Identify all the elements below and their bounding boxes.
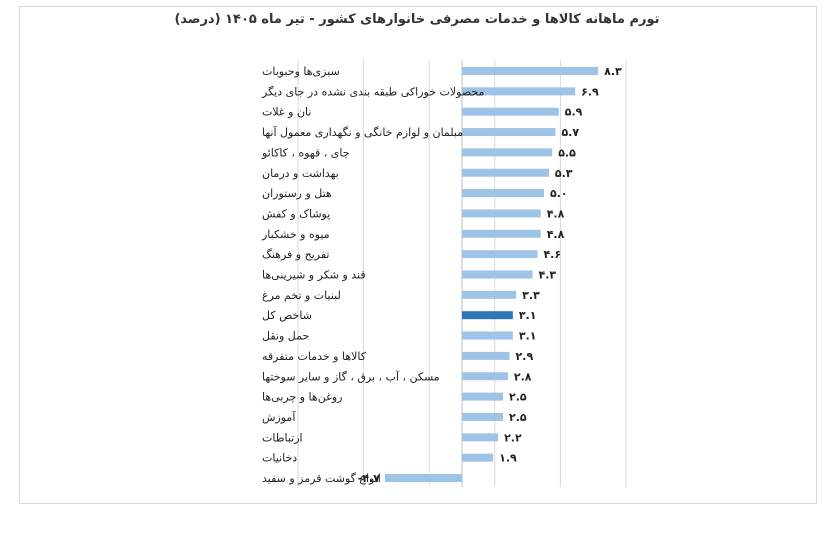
- bar: [462, 209, 541, 218]
- category-label: انواع گوشت قرمز و سفید: [262, 472, 381, 485]
- bar: [462, 189, 544, 198]
- bar: [462, 270, 533, 279]
- category-label: پوشاک و کفش: [262, 207, 330, 220]
- bar: [462, 128, 556, 137]
- bar: [462, 412, 503, 421]
- bar: [462, 229, 541, 238]
- category-label: میوه و خشکبار: [261, 228, 330, 241]
- bar: [384, 474, 462, 482]
- category-label: حمل ونقل: [262, 330, 309, 343]
- value-label: ۳.۱: [519, 309, 537, 322]
- value-label: ۴.۶: [543, 248, 561, 261]
- bar: [462, 453, 494, 462]
- bar: [462, 392, 503, 401]
- category-label: شاخص کل: [262, 309, 312, 322]
- bars: [384, 67, 599, 482]
- chart-title: تورم ماهانه کالاها و خدمات مصرفی خانواره…: [174, 12, 660, 27]
- value-label: ۴.۸: [547, 228, 565, 241]
- category-label: مبلمان و لوازم خانگی و نگهداری معمول آنه…: [262, 125, 463, 139]
- bar: [462, 290, 517, 299]
- bar: [462, 351, 510, 360]
- category-label: دخانیات: [262, 452, 297, 465]
- bar: [462, 250, 538, 259]
- value-label: ۵.۳: [555, 167, 573, 180]
- value-label: ۳.۳: [522, 289, 540, 302]
- category-label: بهداشت و درمان: [262, 167, 339, 180]
- category-label: ارتباطات: [262, 431, 303, 444]
- category-label: چای ، قهوه ، کاکائو: [261, 146, 350, 159]
- category-label: روغن‌ها و چربی‌ها: [262, 391, 342, 404]
- value-label: ۲.۸: [514, 370, 532, 383]
- value-label: ۵.۵: [558, 146, 576, 159]
- bar: [462, 433, 499, 442]
- value-label: ۲.۵: [509, 411, 527, 424]
- value-label: ۳.۱: [519, 330, 537, 343]
- value-label: ۲.۵: [509, 391, 527, 404]
- value-label: ۵.۷: [561, 126, 579, 139]
- bar: [462, 148, 553, 157]
- bar: [462, 331, 513, 340]
- value-label: ۸.۳: [604, 65, 622, 78]
- category-label: آموزش: [262, 410, 296, 424]
- value-label: ۲.۹: [516, 350, 534, 363]
- value-label: -۴.۷: [358, 472, 380, 485]
- value-label: ۴.۳: [539, 269, 557, 282]
- value-label: ۲.۲: [504, 431, 522, 444]
- bar: [462, 168, 549, 177]
- bar: [462, 67, 599, 75]
- value-label: ۴.۸: [547, 207, 565, 220]
- category-label: محصولات خوراکی طبقه بندی نشده در جای دیگ…: [261, 85, 484, 98]
- value-label: ۵.۹: [565, 106, 583, 119]
- category-label: قند و شکر و شیرینی‌ها: [262, 269, 366, 282]
- bar: [462, 311, 513, 320]
- category-label: نان و غلات: [262, 106, 311, 119]
- value-label: ۵.۰: [550, 187, 568, 200]
- value-label: ۱.۹: [499, 452, 517, 465]
- chart-frame: [19, 6, 817, 504]
- category-label: تفریح و فرهنگ: [262, 248, 329, 261]
- category-label: هتل و رستوران: [262, 187, 332, 200]
- category-label: مسکن ، آب ، برق ، گاز و سایر سوختها: [262, 369, 440, 383]
- category-label: لبنیات و تخم مرغ: [262, 289, 341, 302]
- bar: [462, 107, 559, 116]
- bar: [462, 372, 508, 381]
- category-label: سبزی‌ها وحبوبات: [262, 65, 340, 78]
- labels: سبزی‌ها وحبوبات ۸.۳ محصولات خوراکی طبقه بن…: [261, 65, 622, 485]
- bar: [462, 87, 576, 96]
- value-label: ۶.۹: [581, 85, 599, 98]
- category-label: کالاها و خدمات متفرقه: [262, 350, 367, 363]
